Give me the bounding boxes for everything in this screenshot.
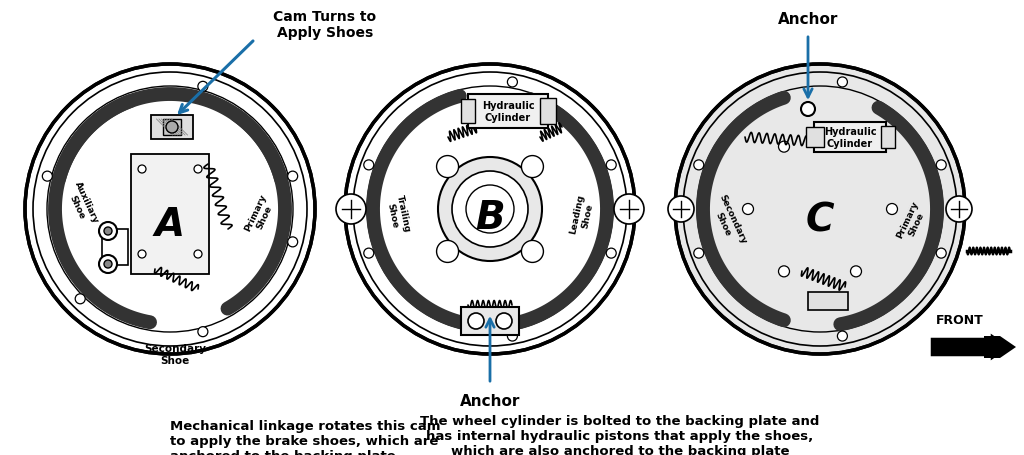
Circle shape [345,65,635,354]
Circle shape [508,331,517,341]
Text: Leading
Shoe: Leading Shoe [568,193,596,236]
Text: A: A [155,206,185,243]
Circle shape [936,161,946,171]
Circle shape [778,266,790,277]
Circle shape [508,78,517,88]
Text: Auxiliary
Shoe: Auxiliary Shoe [63,180,100,229]
Text: Hydraulic
Cylinder: Hydraulic Cylinder [481,101,535,122]
Text: Anchor: Anchor [778,12,839,27]
Circle shape [438,157,542,262]
Circle shape [697,87,943,332]
Circle shape [138,166,146,174]
Circle shape [198,82,208,92]
FancyArrow shape [984,336,1016,358]
Circle shape [104,228,112,236]
Circle shape [838,331,848,341]
Bar [806,128,824,148]
Circle shape [694,161,703,171]
Bar [461,307,519,335]
Text: Anchor: Anchor [460,394,520,409]
Circle shape [336,195,366,224]
Circle shape [364,161,374,171]
Text: Mechanical linkage rotates this cam
to apply the brake shoes, which are
anchored: Mechanical linkage rotates this cam to a… [170,419,440,455]
Text: The wheel cylinder is bolted to the backing plate and
has internal hydraulic pis: The wheel cylinder is bolted to the back… [420,414,819,455]
Circle shape [104,260,112,268]
Circle shape [166,122,178,134]
Circle shape [194,166,202,174]
Circle shape [468,313,484,329]
Bar [461,100,475,124]
Bar [468,95,548,129]
Bar [163,120,181,136]
Text: Cam Turns to
Apply Shoes: Cam Turns to Apply Shoes [273,10,377,40]
Circle shape [851,142,861,153]
Bar [102,229,128,265]
Circle shape [452,172,528,248]
Circle shape [778,142,790,153]
FancyArrow shape [932,340,987,354]
Text: Hydraulic
Cylinder: Hydraulic Cylinder [823,127,877,148]
Bar [881,127,895,149]
Circle shape [99,222,117,241]
Circle shape [694,248,703,258]
Circle shape [288,172,298,182]
Circle shape [436,156,459,178]
Circle shape [521,156,544,178]
Bar [808,293,848,310]
Circle shape [138,250,146,258]
Circle shape [496,313,512,329]
Text: C: C [806,201,835,238]
Circle shape [194,250,202,258]
FancyArrow shape [932,336,1008,358]
Circle shape [887,204,897,215]
Bar [151,116,193,140]
Bar [814,123,886,153]
Text: Secondary
Shoe: Secondary Shoe [144,344,206,365]
Text: Secondary
Shoe: Secondary Shoe [708,193,749,250]
Circle shape [606,248,616,258]
Circle shape [198,327,208,337]
Circle shape [288,238,298,248]
Circle shape [838,78,848,88]
Circle shape [614,195,644,224]
Text: Primary
Shoe: Primary Shoe [895,199,929,244]
Circle shape [99,255,117,273]
Circle shape [946,197,972,222]
Circle shape [521,241,544,263]
Circle shape [675,65,965,354]
Bar [131,155,209,274]
Text: Primary
Shoe: Primary Shoe [243,192,278,237]
Text: Trailing
Shoe: Trailing Shoe [385,194,412,235]
Circle shape [851,266,861,277]
Text: B: B [475,198,505,237]
Bar [540,99,556,125]
Circle shape [25,65,315,354]
Circle shape [742,204,754,215]
Circle shape [606,161,616,171]
Text: FRONT: FRONT [936,313,984,326]
Circle shape [936,248,946,258]
Circle shape [436,241,459,263]
Circle shape [42,172,52,182]
Circle shape [801,103,815,117]
Circle shape [364,248,374,258]
Circle shape [75,294,85,304]
Circle shape [668,197,694,222]
